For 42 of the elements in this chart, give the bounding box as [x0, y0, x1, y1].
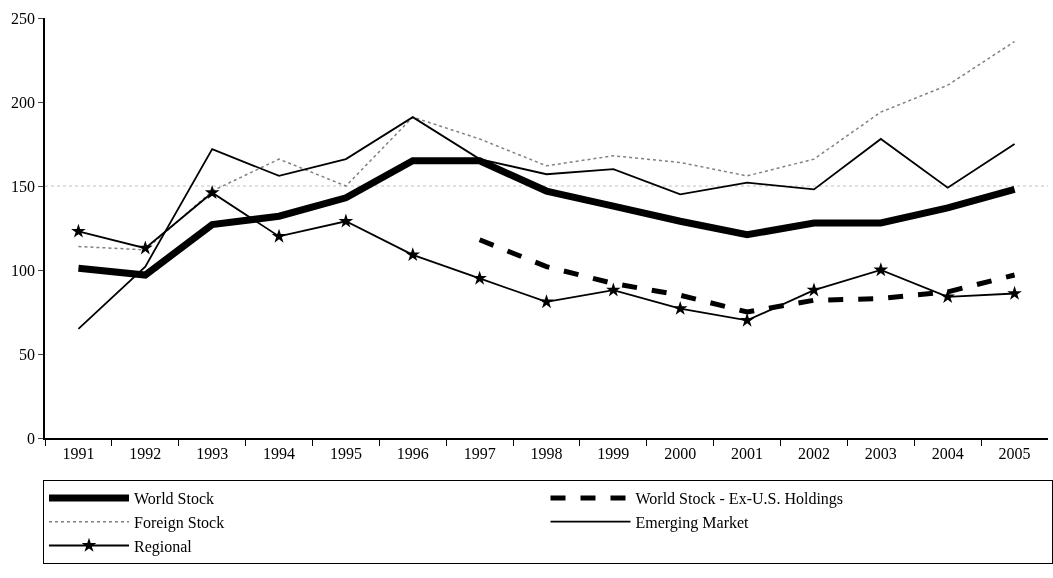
x-tick-label: 1993 [196, 444, 229, 462]
x-tick-label: 1997 [463, 444, 496, 462]
y-tick-label: 250 [11, 9, 36, 27]
x-tick-label: 2000 [664, 444, 697, 462]
y-tick-label: 100 [11, 261, 36, 279]
x-tick-label: 2001 [731, 444, 764, 462]
legend-label: Emerging Market [635, 513, 750, 532]
x-tick-label: 1999 [597, 444, 630, 462]
point [71, 223, 86, 238]
x-tick-label: 1992 [129, 444, 162, 462]
legend-label: World Stock [134, 490, 215, 508]
point [338, 213, 354, 228]
x-tick-label: 2004 [931, 444, 964, 462]
x-tick-label: 1998 [530, 444, 563, 462]
point [940, 289, 956, 304]
x-tick-label: 2005 [998, 444, 1031, 462]
point [472, 270, 487, 285]
legend-label: Foreign Stock [134, 513, 225, 532]
y-tick-label: 150 [11, 177, 36, 195]
point [137, 240, 153, 255]
point [672, 300, 688, 315]
point [405, 247, 421, 262]
y-tick-label: 0 [27, 429, 36, 447]
x-tick-label: 1995 [329, 444, 362, 462]
y-tick-label: 50 [19, 345, 36, 363]
point [271, 228, 287, 243]
x-tick-label: 1994 [263, 444, 296, 462]
x-tick-label: 1991 [62, 444, 95, 462]
point [1007, 285, 1022, 300]
legend-label: Regional [134, 537, 193, 556]
point [806, 282, 822, 297]
point [204, 185, 220, 199]
point [739, 312, 755, 327]
point [606, 282, 621, 297]
legend-label: World Stock - Ex-U.S. Holdings [635, 490, 844, 509]
point [539, 294, 554, 309]
x-tick-label: 2002 [797, 444, 830, 462]
line-series [77, 116, 1016, 330]
y-tick-label: 200 [11, 93, 36, 111]
x-tick-label: 2003 [864, 444, 897, 462]
x-tick-label: 1996 [396, 444, 429, 462]
point [873, 262, 889, 277]
